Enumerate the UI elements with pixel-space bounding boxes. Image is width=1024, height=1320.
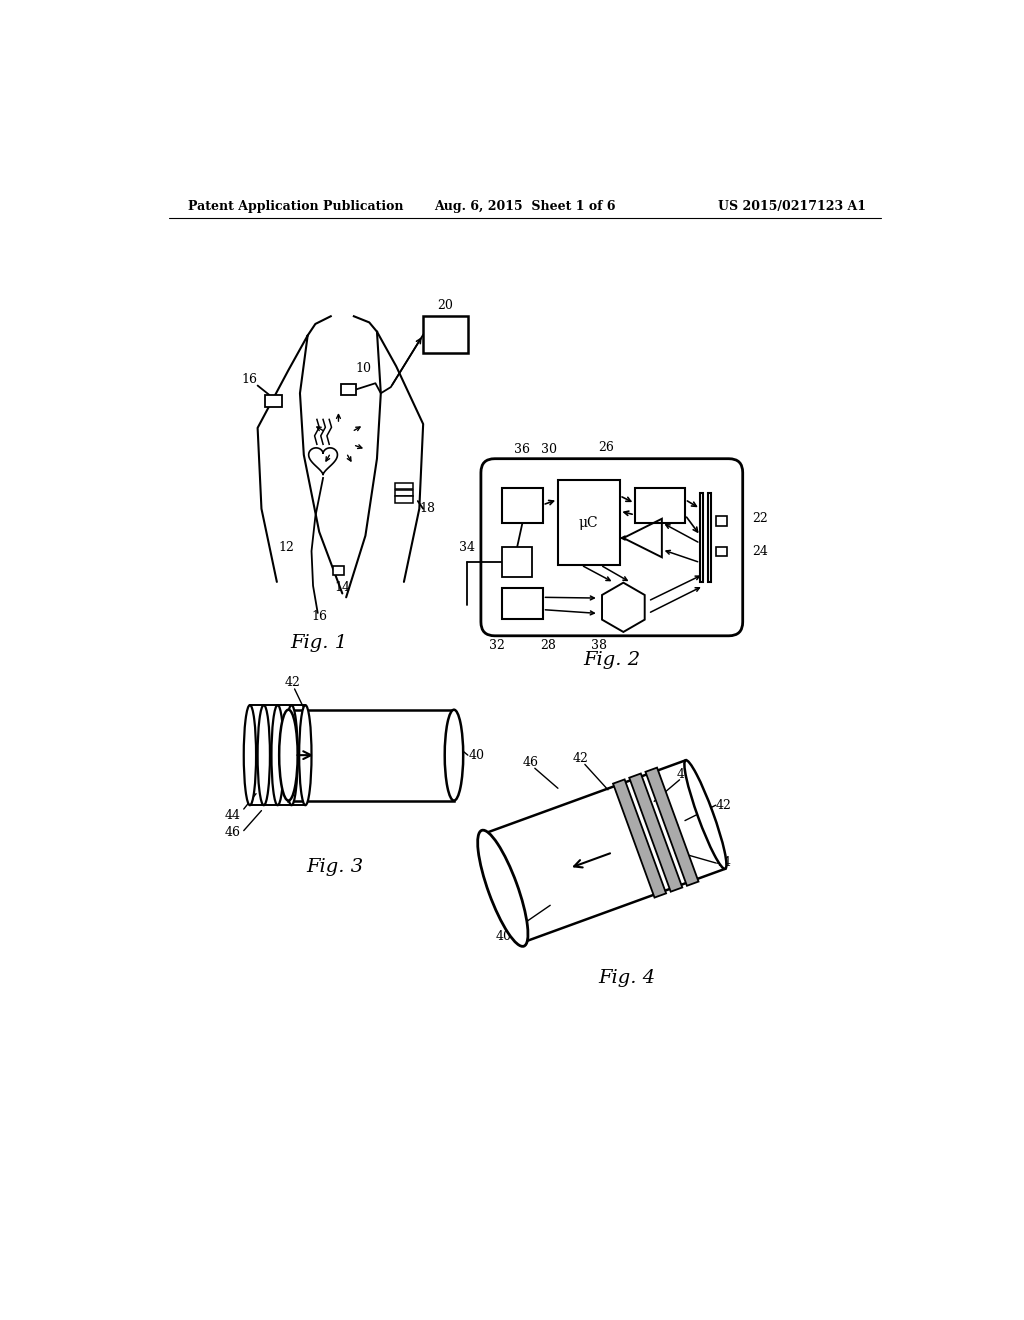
Ellipse shape bbox=[286, 705, 298, 805]
Text: Fig. 1: Fig. 1 bbox=[291, 635, 348, 652]
Text: 10: 10 bbox=[356, 362, 372, 375]
Text: 40: 40 bbox=[496, 929, 512, 942]
Text: 18: 18 bbox=[419, 502, 435, 515]
Text: 32: 32 bbox=[489, 639, 505, 652]
Bar bbox=[558, 480, 620, 565]
Ellipse shape bbox=[299, 705, 311, 805]
Text: Aug. 6, 2015  Sheet 1 of 6: Aug. 6, 2015 Sheet 1 of 6 bbox=[434, 201, 615, 214]
Ellipse shape bbox=[684, 760, 726, 869]
Text: 30: 30 bbox=[541, 444, 557, 455]
Text: 24: 24 bbox=[752, 545, 768, 557]
Text: 36: 36 bbox=[514, 444, 529, 455]
Text: μC: μC bbox=[579, 516, 598, 529]
Text: 12: 12 bbox=[279, 541, 295, 554]
Text: 46: 46 bbox=[225, 825, 241, 838]
Bar bbox=[708, 494, 711, 582]
Bar bbox=[503, 548, 531, 577]
Text: 38: 38 bbox=[591, 639, 606, 652]
Bar bbox=[341, 384, 356, 395]
Bar bbox=[700, 494, 703, 582]
Text: Fig. 2: Fig. 2 bbox=[584, 652, 640, 669]
Text: 46: 46 bbox=[677, 768, 693, 781]
Ellipse shape bbox=[280, 710, 298, 800]
Ellipse shape bbox=[477, 830, 528, 946]
Bar bbox=[716, 516, 727, 525]
Polygon shape bbox=[483, 760, 725, 942]
Text: 16: 16 bbox=[311, 610, 328, 623]
Text: 26: 26 bbox=[598, 441, 613, 454]
Ellipse shape bbox=[258, 705, 270, 805]
Bar bbox=[503, 488, 543, 523]
Text: 22: 22 bbox=[752, 512, 768, 525]
FancyBboxPatch shape bbox=[481, 459, 742, 636]
Bar bbox=[333, 566, 344, 576]
Ellipse shape bbox=[244, 705, 256, 805]
Bar bbox=[635, 488, 685, 523]
Text: 40: 40 bbox=[469, 748, 485, 762]
Text: Patent Application Publication: Patent Application Publication bbox=[188, 201, 403, 214]
Bar bbox=[394, 490, 413, 495]
Text: Fig. 4: Fig. 4 bbox=[599, 969, 655, 987]
Text: 20: 20 bbox=[437, 298, 454, 312]
Text: 42: 42 bbox=[716, 799, 731, 812]
Text: 44: 44 bbox=[225, 809, 241, 822]
Text: 44: 44 bbox=[716, 857, 731, 870]
Bar bbox=[503, 589, 543, 619]
Bar bbox=[394, 496, 413, 503]
Text: Fig. 3: Fig. 3 bbox=[306, 858, 364, 875]
Text: 16: 16 bbox=[242, 372, 258, 385]
Bar bbox=[265, 395, 283, 407]
Bar bbox=[716, 548, 727, 557]
Text: 42: 42 bbox=[285, 676, 300, 689]
Polygon shape bbox=[629, 774, 682, 892]
Bar bbox=[289, 710, 454, 800]
Text: 42: 42 bbox=[573, 752, 589, 766]
Text: US 2015/0217123 A1: US 2015/0217123 A1 bbox=[718, 201, 866, 214]
Text: 28: 28 bbox=[540, 639, 556, 652]
Text: 14: 14 bbox=[334, 581, 350, 594]
Polygon shape bbox=[645, 768, 698, 886]
Ellipse shape bbox=[271, 705, 284, 805]
Ellipse shape bbox=[444, 710, 463, 800]
Polygon shape bbox=[613, 779, 666, 898]
Bar bbox=[394, 483, 413, 488]
Text: 46: 46 bbox=[523, 756, 539, 770]
Bar bbox=[423, 317, 468, 354]
Text: 34: 34 bbox=[459, 541, 475, 554]
